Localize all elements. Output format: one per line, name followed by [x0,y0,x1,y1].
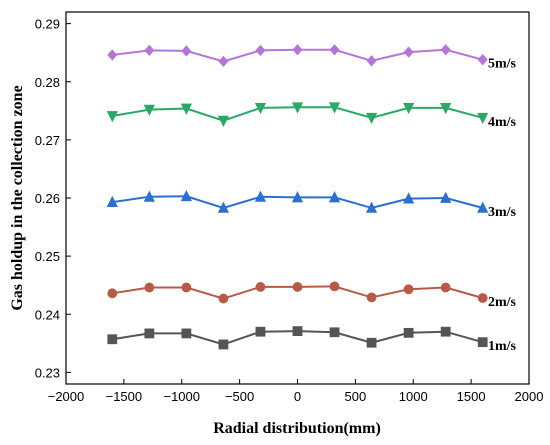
data-point [477,112,489,125]
data-point [403,103,415,115]
data-point [218,339,229,350]
data-point [255,326,266,337]
series-label: 4m/s [488,115,517,130]
y-tick-label: 0.27 [35,133,60,148]
data-point [291,102,304,114]
y-tick-label: 0.24 [35,307,60,322]
data-point [292,44,303,56]
data-point [403,46,414,58]
data-point [403,327,414,338]
data-point [329,44,340,56]
data-point [440,191,452,203]
data-point [477,293,488,303]
data-point [144,282,155,293]
data-point [217,115,230,127]
data-point [366,55,377,67]
data-point [403,284,414,295]
series-label: 1m/s [488,339,517,354]
data-point [292,326,303,337]
series-5m-per-s: 5m/s [107,44,517,72]
y-tick-label: 0.28 [35,75,60,90]
x-axis-title: Radial distribution(mm) [213,420,381,437]
series-1m-per-s: 1m/s [107,326,517,354]
x-axis-ticks: −2000 −1500 −1000 −500 0 500 1000 1500 2000 [48,379,544,404]
data-point [107,288,118,299]
data-point [181,45,192,57]
data-point [366,337,377,348]
data-point [366,292,377,303]
data-point [144,44,155,57]
data-point [291,191,304,203]
x-tick-label: −1500 [106,389,143,404]
x-tick-label: −1000 [163,389,200,404]
data-point [181,328,192,339]
x-tick-label: −2000 [48,389,85,404]
data-point [255,282,266,292]
data-point [143,104,155,116]
data-point [477,201,489,213]
y-tick-label: 0.29 [35,17,60,32]
data-point [255,44,266,57]
series-layer: 1m/s 2m/s 3m/s 4m/s 5m/s [106,44,517,354]
y-tick-label: 0.23 [35,365,60,380]
data-point [365,201,378,213]
series-label: 3m/s [488,205,517,220]
data-point [180,189,192,202]
data-point [329,281,340,292]
x-tick-label: −500 [225,389,254,404]
x-tick-label: 1500 [457,389,486,404]
data-point [107,334,118,345]
series-4m-per-s: 4m/s [106,102,517,130]
data-point [329,327,340,338]
data-point [440,103,452,115]
data-point [328,102,341,114]
y-axis-ticks: 0.23 0.24 0.25 0.26 0.27 0.28 0.29 [35,17,71,380]
data-point [477,337,488,348]
data-point [217,201,230,213]
x-tick-label: 2000 [515,389,544,404]
data-point [180,103,192,115]
data-point [440,44,451,56]
x-tick-label: 0 [294,389,301,404]
data-point [218,293,229,304]
y-axis-title: Gas holdup in the collection zone [9,85,26,310]
series-label: 2m/s [488,295,517,310]
data-point [254,103,267,115]
data-point [477,54,488,66]
data-point [365,112,378,125]
data-point [440,282,451,293]
x-tick-label: 500 [345,389,367,404]
series-label: 5m/s [488,57,517,72]
data-point [218,55,229,68]
data-point [181,282,192,293]
series-3m-per-s: 3m/s [106,189,517,220]
data-point [144,328,155,339]
data-point [107,49,118,61]
data-point [106,111,118,123]
y-tick-label: 0.26 [35,191,60,206]
data-point [440,326,451,337]
x-tick-label: 1000 [399,389,428,404]
data-point [106,195,118,207]
data-point [328,191,341,203]
data-point [254,190,267,202]
data-point [143,190,155,202]
data-point [292,282,303,292]
series-2m-per-s: 2m/s [107,281,517,310]
data-point [403,192,415,204]
y-tick-label: 0.25 [35,249,60,264]
